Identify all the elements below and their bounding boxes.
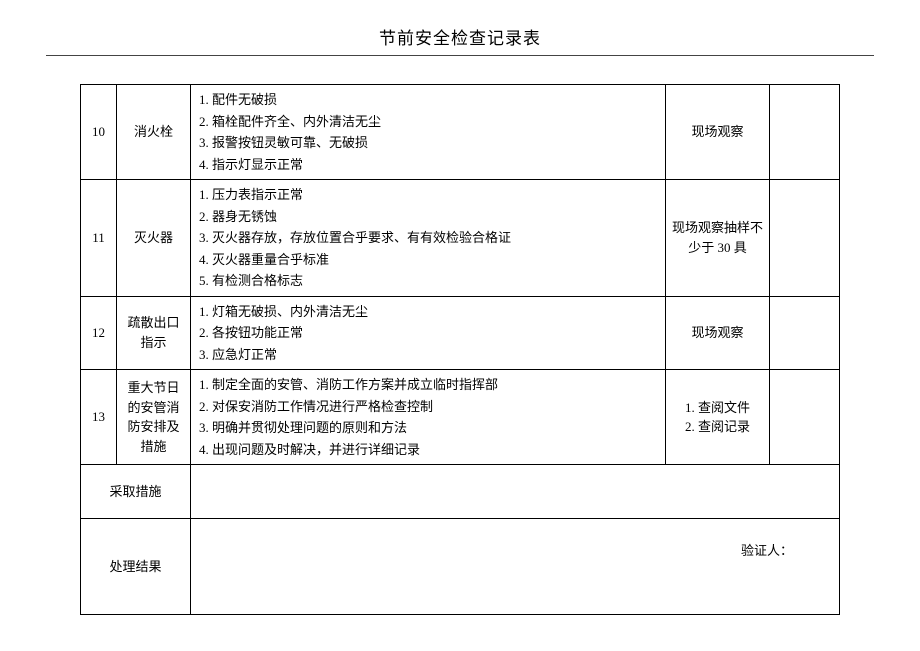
- result-label: 处理结果: [81, 519, 191, 615]
- desc-line: 1. 制定全面的安管、消防工作方案并成立临时指挥部: [199, 374, 659, 396]
- page-title: 节前安全检查记录表: [379, 29, 541, 48]
- row-method: 现场观察抽样不少于 30 具: [666, 180, 770, 297]
- desc-line: 2. 对保安消防工作情况进行严格检查控制: [199, 396, 659, 418]
- row-item: 疏散出口指示: [117, 296, 191, 370]
- result-row: 处理结果 验证人：: [81, 519, 840, 615]
- row-number: 12: [81, 296, 117, 370]
- row-item: 重大节日的安管消防安排及措施: [117, 370, 191, 465]
- measures-row: 采取措施: [81, 465, 840, 519]
- row-method: 1. 查阅文件 2. 查阅记录: [666, 370, 770, 465]
- row-number: 10: [81, 85, 117, 180]
- inspection-table: 10消火栓1. 配件无破损2. 箱栓配件齐全、内外清洁无尘3. 报警按钮灵敏可靠…: [80, 84, 840, 615]
- desc-line: 1. 压力表指示正常: [199, 184, 659, 206]
- row-description: 1. 压力表指示正常2. 器身无锈蚀3. 灭火器存放，存放位置合乎要求、有有效检…: [191, 180, 666, 297]
- desc-line: 3. 明确并贯彻处理问题的原则和方法: [199, 417, 659, 439]
- desc-line: 3. 应急灯正常: [199, 344, 659, 366]
- table-row: 12疏散出口指示1. 灯箱无破损、内外清洁无尘2. 各按钮功能正常3. 应急灯正…: [81, 296, 840, 370]
- desc-line: 2. 各按钮功能正常: [199, 322, 659, 344]
- row-blank: [770, 370, 840, 465]
- measures-content: [191, 465, 840, 519]
- desc-line: 2. 箱栓配件齐全、内外清洁无尘: [199, 111, 659, 133]
- desc-line: 4. 指示灯显示正常: [199, 154, 659, 176]
- row-blank: [770, 85, 840, 180]
- desc-line: 4. 灭火器重量合乎标准: [199, 249, 659, 271]
- desc-line: 1. 配件无破损: [199, 89, 659, 111]
- row-method: 现场观察: [666, 296, 770, 370]
- result-content: 验证人：: [191, 519, 840, 615]
- row-description: 1. 灯箱无破损、内外清洁无尘2. 各按钮功能正常3. 应急灯正常: [191, 296, 666, 370]
- row-description: 1. 配件无破损2. 箱栓配件齐全、内外清洁无尘3. 报警按钮灵敏可靠、无破损4…: [191, 85, 666, 180]
- desc-line: 4. 出现问题及时解决，并进行详细记录: [199, 439, 659, 461]
- desc-line: 5. 有检测合格标志: [199, 270, 659, 292]
- row-blank: [770, 296, 840, 370]
- table-row: 13重大节日的安管消防安排及措施1. 制定全面的安管、消防工作方案并成立临时指挥…: [81, 370, 840, 465]
- table-row: 10消火栓1. 配件无破损2. 箱栓配件齐全、内外清洁无尘3. 报警按钮灵敏可靠…: [81, 85, 840, 180]
- desc-line: 2. 器身无锈蚀: [199, 206, 659, 228]
- verifier-label: 验证人：: [741, 541, 833, 561]
- desc-line: 3. 报警按钮灵敏可靠、无破损: [199, 132, 659, 154]
- desc-line: 1. 灯箱无破损、内外清洁无尘: [199, 301, 659, 323]
- row-description: 1. 制定全面的安管、消防工作方案并成立临时指挥部2. 对保安消防工作情况进行严…: [191, 370, 666, 465]
- row-number: 11: [81, 180, 117, 297]
- row-method: 现场观察: [666, 85, 770, 180]
- desc-line: 3. 灭火器存放，存放位置合乎要求、有有效检验合格证: [199, 227, 659, 249]
- row-blank: [770, 180, 840, 297]
- measures-label: 采取措施: [81, 465, 191, 519]
- row-item: 灭火器: [117, 180, 191, 297]
- row-number: 13: [81, 370, 117, 465]
- row-item: 消火栓: [117, 85, 191, 180]
- table-row: 11灭火器1. 压力表指示正常2. 器身无锈蚀3. 灭火器存放，存放位置合乎要求…: [81, 180, 840, 297]
